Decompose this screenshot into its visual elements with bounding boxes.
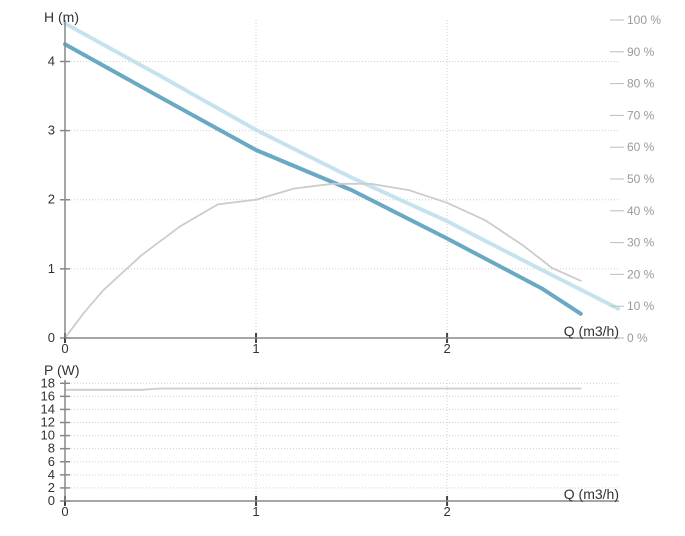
efficiency-y-tick-label: 10 % [627, 299, 655, 313]
head-y-tick-label: 2 [48, 192, 55, 207]
power-y-tick-label: 18 [41, 375, 55, 390]
efficiency-y-tick-label: 50 % [627, 172, 655, 186]
efficiency-y-tick-label: 90 % [627, 45, 655, 59]
efficiency-y-tick-label: 40 % [627, 204, 655, 218]
power-series-line-0 [64, 387, 582, 391]
power-y-tick-label: 10 [41, 428, 55, 443]
head-series-line-2 [64, 182, 582, 339]
efficiency-y-tick-label: 30 % [627, 236, 655, 250]
power-chart-grid [65, 380, 619, 501]
power-y-tick-label: 6 [48, 454, 55, 469]
power-x-tick-label: 2 [443, 504, 450, 519]
power-y-tick-label: 12 [41, 415, 55, 430]
efficiency-y-tick-label: 100 % [627, 13, 661, 27]
head-axis-title: H (m) [44, 9, 79, 25]
power-y-tick-label: 4 [48, 467, 55, 482]
head-x-tick-label: 2 [443, 341, 450, 356]
head-x-tick-label: 0 [61, 341, 68, 356]
efficiency-y-tick-label: 60 % [627, 140, 655, 154]
power-chart-series [64, 387, 582, 391]
power-x-tick-label: 1 [252, 504, 259, 519]
efficiency-y-tick-label: 20 % [627, 267, 655, 281]
power-axis-title: P (W) [44, 362, 80, 378]
power-y-tick-label: 8 [48, 441, 55, 456]
power-chart-x-axis-title: Q (m3/h) [564, 486, 619, 502]
head-y-tick-label: 3 [48, 123, 55, 138]
head-series-line-1 [63, 21, 621, 311]
head-y-tick-label: 0 [48, 330, 55, 345]
power-y-tick-label: 0 [48, 493, 55, 508]
power-y-tick-label: 14 [41, 401, 55, 416]
head-series-line-0 [63, 42, 583, 316]
head-chart-series [63, 21, 621, 339]
power-y-tick-label: 16 [41, 388, 55, 403]
head-y-tick-label: 1 [48, 261, 55, 276]
power-y-tick-label: 2 [48, 480, 55, 495]
head-x-tick-label: 1 [252, 341, 259, 356]
head-y-tick-label: 4 [48, 53, 55, 68]
head-chart-x-axis-title: Q (m3/h) [564, 323, 619, 339]
efficiency-y-tick-label: 0 % [627, 331, 648, 345]
head-chart-grid [65, 20, 619, 338]
power-x-tick-label: 0 [61, 504, 68, 519]
efficiency-y-tick-label: 70 % [627, 108, 655, 122]
efficiency-y-tick-label: 80 % [627, 77, 655, 91]
